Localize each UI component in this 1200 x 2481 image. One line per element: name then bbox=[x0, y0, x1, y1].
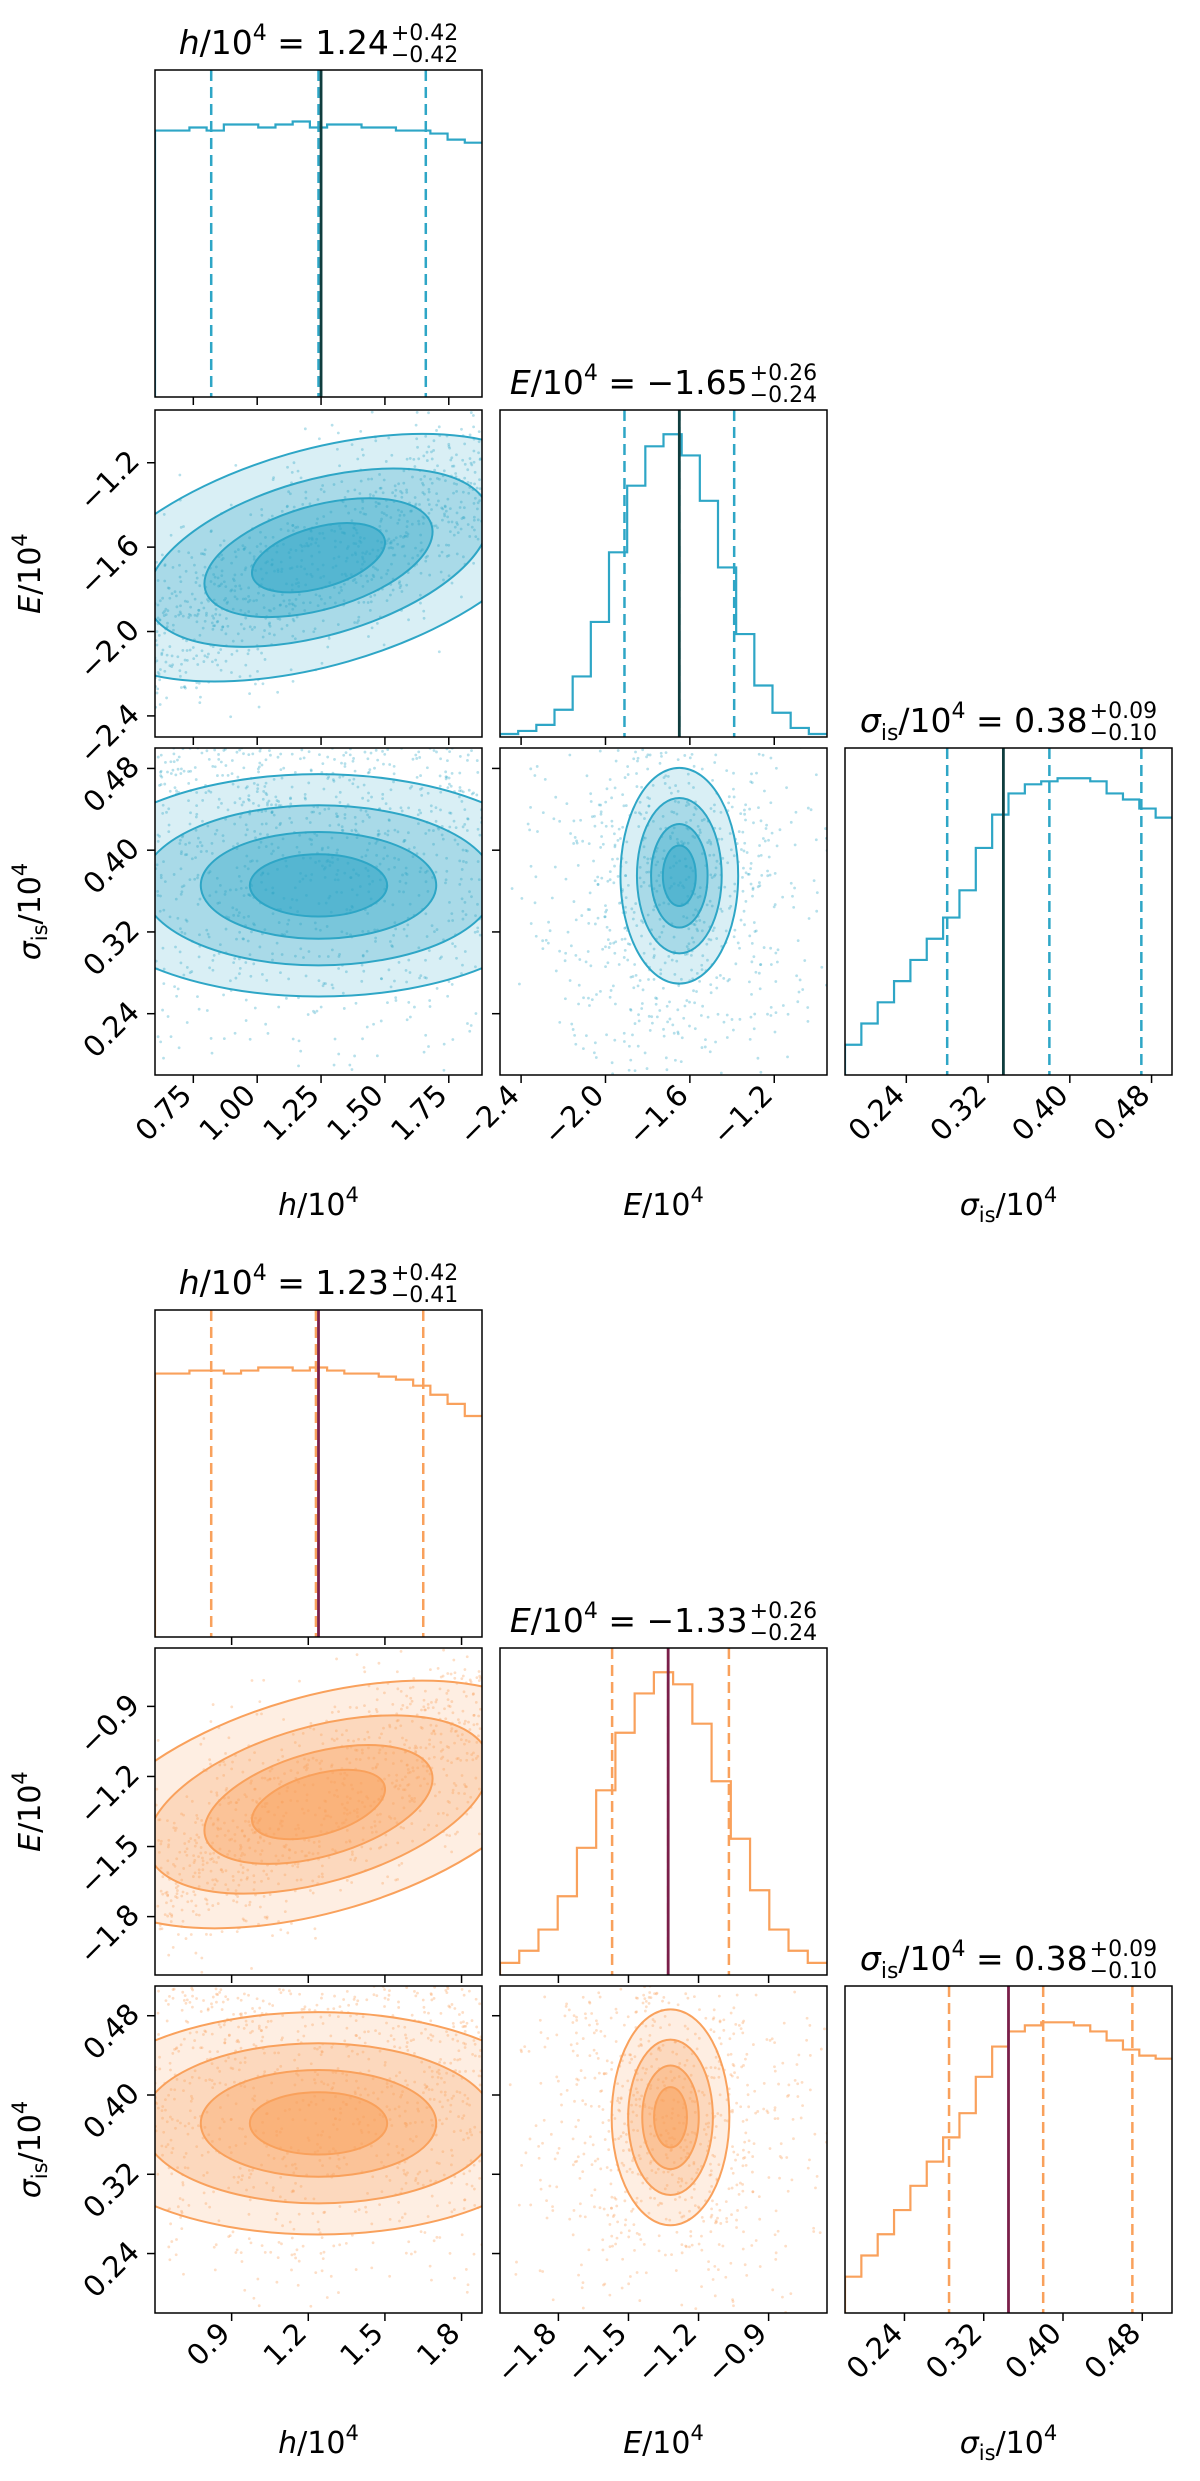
xtick-label-2-1: 0.32 bbox=[919, 2316, 989, 2386]
title-1: E/104 = −1.65 bbox=[510, 361, 748, 402]
contour-3 bbox=[250, 854, 387, 916]
hist-2 bbox=[845, 778, 1172, 1075]
xtick-label-1-0: −1.8 bbox=[490, 2316, 564, 2390]
frame-1-1 bbox=[500, 1648, 827, 1975]
ytick-label-1-0: −2.4 bbox=[72, 697, 146, 771]
title-2-minus: −0.10 bbox=[1090, 721, 1157, 746]
xtick-label-2-0: 0.24 bbox=[840, 2316, 910, 2386]
title-0-minus: −0.42 bbox=[391, 43, 458, 68]
xtick-label-2-0: 0.24 bbox=[842, 1078, 912, 1148]
ylabel-2: σis/104 bbox=[8, 863, 52, 960]
xtick-label-0-4: 1.75 bbox=[384, 1078, 454, 1148]
ytick-label-1-1: −1.5 bbox=[72, 1827, 146, 1901]
ytick-label-2-0: 0.24 bbox=[76, 995, 146, 1065]
panel-2-0: 0.751.001.251.501.750.240.320.400.48 bbox=[73, 747, 564, 1148]
ytick-label-2-0: 0.24 bbox=[76, 2234, 146, 2304]
corner-blue: h/104 = 1.24+0.42−0.42−2.4−2.0−1.6−1.2E/… bbox=[8, 21, 1172, 1374]
xtick-label-0-0: 0.75 bbox=[129, 1078, 199, 1148]
ytick-label-1-2: −1.2 bbox=[72, 1757, 146, 1831]
ytick-label-1-0: −1.8 bbox=[72, 1898, 146, 1972]
xlabel-2: σis/104 bbox=[960, 2421, 1057, 2465]
ytick-label-2-1: 0.32 bbox=[76, 913, 146, 983]
xtick-label-1-1: −2.0 bbox=[537, 1078, 611, 1152]
ytick-label-1-2: −1.6 bbox=[72, 528, 146, 602]
xlabel-2: σis/104 bbox=[960, 1183, 1057, 1227]
ytick-label-1-3: −1.2 bbox=[72, 444, 146, 518]
xtick-label-0-3: 1.50 bbox=[320, 1078, 390, 1148]
contour-3 bbox=[654, 2087, 687, 2147]
title-1-minus: −0.24 bbox=[750, 383, 817, 408]
panel-1-1: E/104 = −1.65+0.26−0.24 bbox=[500, 361, 827, 745]
panel-1-0: −2.4 −2.0 −1.6 −1.2 bbox=[53, 378, 584, 771]
xtick-label-0-1: 1.00 bbox=[192, 1078, 262, 1148]
ytick-label-2-1: 0.32 bbox=[76, 2155, 146, 2225]
panel-0-0: h/104 = 1.24+0.42−0.42 bbox=[155, 21, 482, 405]
xlabel-0: h/104 bbox=[278, 1183, 359, 1223]
panel-1-1: E/104 = −1.33+0.26−0.24 bbox=[500, 1599, 827, 1983]
title-0: h/104 = 1.24 bbox=[179, 21, 389, 62]
ylabel-2: σis/104 bbox=[8, 2101, 52, 2198]
xtick-label-0-1: 1.2 bbox=[257, 2316, 314, 2373]
ytick-label-1-3: −0.9 bbox=[72, 1687, 146, 1761]
xtick-label-1-2: −1.6 bbox=[621, 1078, 695, 1152]
density-2-1 bbox=[620, 768, 738, 984]
ylabel-1: E/104 bbox=[8, 1771, 48, 1852]
density-2-0 bbox=[73, 774, 564, 996]
xtick-label-0-2: 1.25 bbox=[256, 1078, 326, 1148]
title-1-minus: −0.24 bbox=[750, 1621, 817, 1646]
xtick-label-0-2: 1.5 bbox=[333, 2316, 390, 2373]
xtick-label-2-3: 0.48 bbox=[1078, 2316, 1148, 2386]
hist-1 bbox=[500, 1672, 827, 1975]
xlabel-1: E/104 bbox=[623, 1183, 704, 1223]
ytick-label-2-3: 0.48 bbox=[76, 1997, 146, 2067]
title-1: E/104 = −1.33 bbox=[510, 1599, 748, 1640]
title-2: σis/104 = 0.38 bbox=[860, 699, 1088, 746]
xlabel-0: h/104 bbox=[278, 2421, 359, 2461]
panel-0-0: h/104 = 1.23+0.42−0.41 bbox=[155, 1261, 482, 1645]
xtick-label-2-3: 0.48 bbox=[1087, 1078, 1157, 1148]
xtick-label-2-2: 0.40 bbox=[1005, 1078, 1075, 1148]
xtick-label-0-0: 0.9 bbox=[180, 2316, 237, 2373]
contour-3 bbox=[250, 2092, 387, 2154]
xtick-label-1-2: −1.2 bbox=[630, 2316, 704, 2390]
ytick-label-2-2: 0.40 bbox=[76, 831, 146, 901]
density-2-0 bbox=[73, 2012, 564, 2234]
xtick-label-0-3: 1.8 bbox=[410, 2316, 467, 2373]
xtick-label-1-1: −1.5 bbox=[560, 2316, 634, 2390]
panel-2-0: 0.9 1.2 1.5 1.8 0.24 0.32 0.40 0.48 bbox=[73, 1985, 564, 2373]
title-2-minus: −0.10 bbox=[1090, 1959, 1157, 1984]
xtick-label-1-3: −1.2 bbox=[705, 1078, 779, 1152]
ylabel-1: E/104 bbox=[8, 533, 48, 614]
title-0: h/104 = 1.23 bbox=[179, 1261, 389, 1302]
title-2: σis/104 = 0.38 bbox=[860, 1937, 1088, 1984]
corner-orange: h/104 = 1.23+0.42−0.41−1.8−1.5−1.2−0.9E/… bbox=[8, 1261, 1172, 2465]
xlabel-1: E/104 bbox=[623, 2421, 704, 2461]
hist-1 bbox=[500, 434, 827, 737]
xtick-label-1-0: −2.4 bbox=[452, 1078, 526, 1152]
frame-1-1 bbox=[500, 410, 827, 737]
ytick-label-1-1: −2.0 bbox=[72, 612, 146, 686]
density-2-1 bbox=[612, 2009, 730, 2225]
xtick-label-2-2: 0.40 bbox=[998, 2316, 1068, 2386]
ytick-label-2-2: 0.40 bbox=[76, 2076, 146, 2146]
title-0-minus: −0.41 bbox=[391, 1283, 458, 1308]
xtick-label-1-3: −0.9 bbox=[700, 2316, 774, 2390]
xtick-label-2-1: 0.32 bbox=[923, 1078, 993, 1148]
contour-3 bbox=[663, 846, 696, 906]
